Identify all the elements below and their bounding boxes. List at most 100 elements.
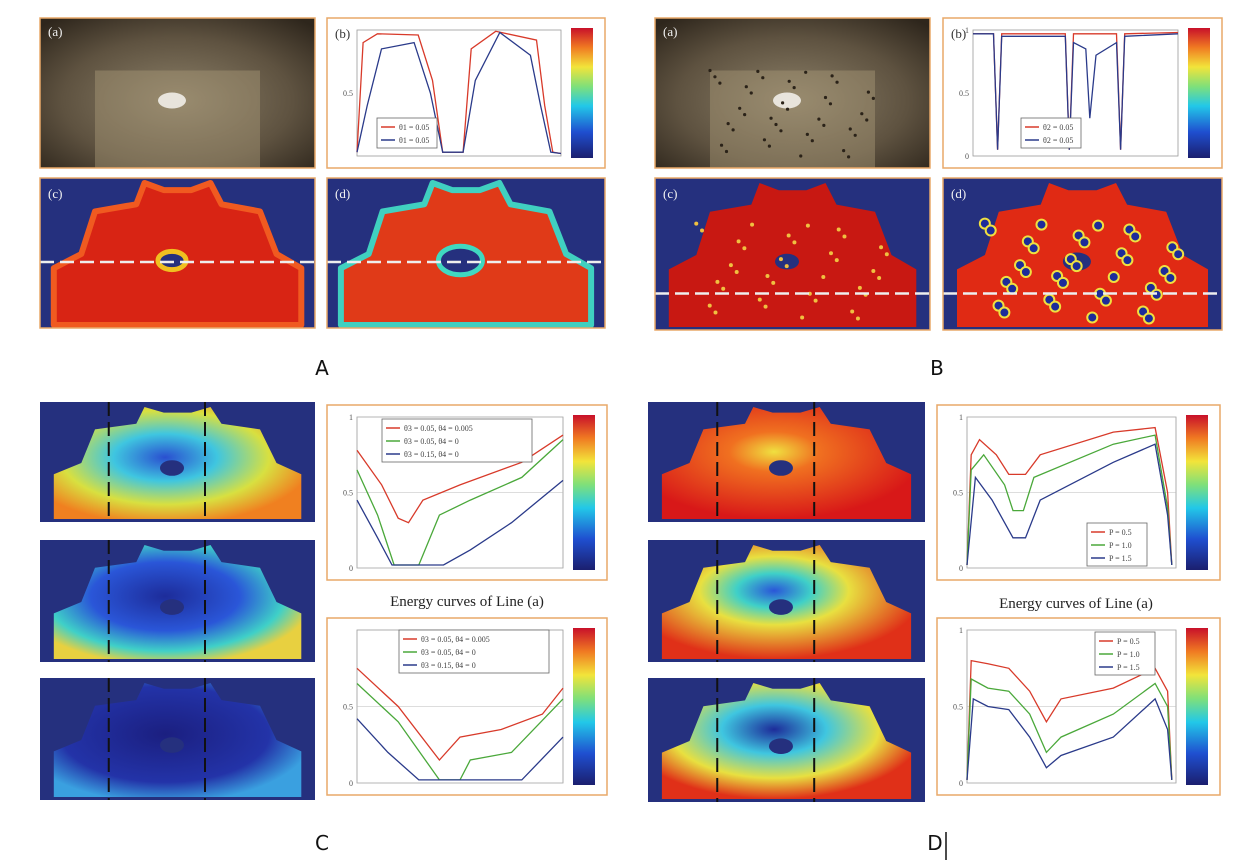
- heatmap-dot: [1121, 254, 1134, 267]
- caption: Energy curves of Line (a): [999, 596, 1153, 612]
- panel-border: [326, 617, 608, 796]
- legend-label: P = 0.5: [1109, 528, 1132, 537]
- panel-tag: (d): [335, 186, 350, 201]
- curve: [973, 33, 1179, 150]
- heatmap-dot: [1056, 276, 1069, 289]
- heatmap-hole: [155, 248, 189, 273]
- person: [744, 85, 748, 89]
- heatmap-dot: [784, 264, 789, 269]
- y-tick-label: 0.5: [953, 703, 963, 712]
- person: [761, 76, 765, 80]
- heatmap-dot: [713, 310, 718, 315]
- heatmap-dot: [855, 316, 860, 321]
- panel-border: [942, 17, 1223, 169]
- curve: [966, 677, 1173, 780]
- person: [865, 118, 869, 122]
- person: [848, 127, 852, 131]
- heatmap-dot: [757, 297, 762, 302]
- heatmap-dot: [884, 252, 889, 257]
- person: [724, 149, 729, 154]
- heatmap-dot: [813, 298, 818, 303]
- heatmap-hole: [768, 738, 793, 754]
- heatmap-hole: [160, 737, 184, 753]
- heatmap-dot: [829, 251, 833, 256]
- colorbar: [573, 628, 595, 785]
- photo-floor: [95, 70, 260, 168]
- plot-axes: [972, 29, 1179, 157]
- person: [726, 122, 730, 126]
- legend-label: θ3 = 0.05, θ4 = 0: [421, 648, 476, 657]
- y-tick-label: 0: [965, 152, 969, 161]
- legend-label: P = 1.0: [1117, 650, 1140, 659]
- photo-floor: [710, 70, 875, 168]
- panel-border: [39, 177, 316, 329]
- caption: Energy curves of Line (a): [390, 594, 544, 610]
- panel-tag: (c): [663, 186, 677, 201]
- heatmap-dot: [771, 280, 776, 285]
- panel-border: [326, 177, 606, 329]
- person: [762, 138, 767, 142]
- person: [871, 96, 875, 100]
- legend-label: θ2 = 0.05: [1043, 136, 1073, 145]
- heatmap-dot: [800, 315, 805, 320]
- panel-border: [654, 17, 931, 169]
- person: [792, 86, 796, 90]
- person: [779, 129, 783, 133]
- curve: [966, 659, 1173, 780]
- legend-label: P = 1.5: [1117, 663, 1140, 672]
- heatmap-dot: [1142, 312, 1155, 325]
- y-tick-label: 0.5: [343, 89, 353, 98]
- heatmap-dot: [1129, 230, 1142, 243]
- heatmap-dot: [871, 269, 876, 274]
- heatmap-dot: [1164, 271, 1177, 284]
- person: [860, 112, 864, 116]
- person: [823, 95, 828, 100]
- heatmap-dot: [1078, 236, 1091, 249]
- colorbar: [571, 28, 593, 158]
- y-tick-label: 0.5: [953, 489, 963, 498]
- y-tick-label: 0.5: [343, 489, 353, 498]
- heatmap-dot: [734, 270, 739, 275]
- panel-tag: (b): [951, 26, 966, 41]
- person: [743, 113, 747, 117]
- heatmap-hole: [160, 599, 184, 615]
- curve: [966, 697, 1173, 780]
- legend-box: [1020, 117, 1082, 149]
- figure-label: A: [315, 356, 329, 380]
- curve: [966, 426, 1173, 566]
- legend-label: θ1 = 0.05: [399, 136, 429, 145]
- heatmap-dot: [750, 222, 755, 227]
- photo: [40, 18, 315, 168]
- heatmap-dot: [742, 246, 747, 251]
- heatmap-dot: [1172, 248, 1185, 261]
- heatmap-hole: [435, 243, 485, 278]
- y-tick-label: 0: [349, 564, 353, 573]
- panel-border: [326, 404, 608, 581]
- y-tick-label: 1: [349, 413, 353, 422]
- person: [847, 155, 851, 159]
- person: [787, 79, 791, 83]
- person: [781, 101, 785, 105]
- panel-border: [326, 17, 606, 169]
- curve: [356, 434, 564, 524]
- person: [756, 69, 760, 73]
- heatmap-dot: [736, 239, 741, 244]
- panel-tag: (a): [48, 24, 62, 39]
- plot-frame: [327, 18, 605, 168]
- heatmap-hole: [160, 460, 184, 476]
- person: [853, 133, 857, 137]
- legend-label: P = 1.0: [1109, 541, 1132, 550]
- panel-border: [942, 177, 1223, 331]
- legend-label: θ2 = 0.05: [1043, 123, 1073, 132]
- person: [817, 117, 821, 121]
- heatmap-dot: [805, 223, 810, 228]
- curve: [356, 439, 564, 566]
- colorbar: [573, 415, 595, 570]
- panel-border: [936, 404, 1221, 581]
- colorbar: [1186, 415, 1208, 570]
- heatmap-dot: [694, 221, 699, 226]
- figure-label: D: [927, 831, 942, 855]
- heatmap-dot: [1027, 242, 1040, 255]
- heatmap-dot: [778, 257, 783, 262]
